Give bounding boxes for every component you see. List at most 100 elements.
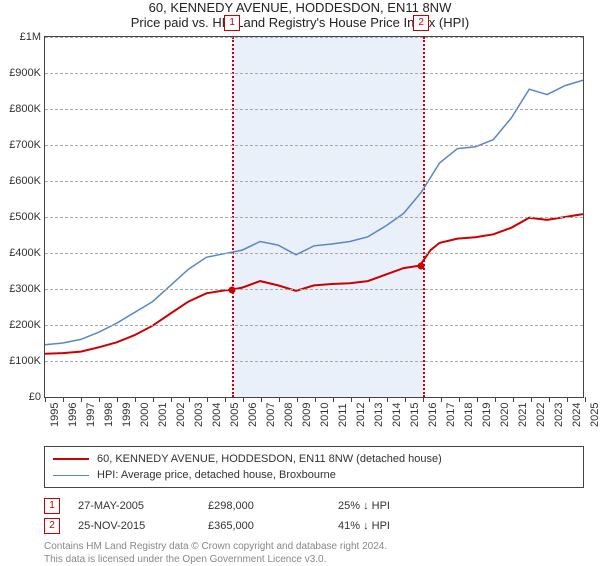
legend-label: HPI: Average price, detached house, Brox… xyxy=(97,469,336,481)
x-tick xyxy=(297,397,298,402)
sale-price: £298,000 xyxy=(208,500,338,512)
x-tick xyxy=(585,397,586,402)
x-tick xyxy=(45,397,46,402)
footnote: Contains HM Land Registry data © Crown c… xyxy=(44,540,600,566)
sale-marker-box: 1 xyxy=(224,15,240,31)
y-axis-label: £600K xyxy=(1,175,41,187)
footnote-line-1: Contains HM Land Registry data © Crown c… xyxy=(44,540,600,553)
y-axis-label: £200K xyxy=(1,319,41,331)
legend-box: 60, KENNEDY AVENUE, HODDESDON, EN11 8NW … xyxy=(44,446,584,488)
x-axis-label: 2011 xyxy=(337,403,349,427)
legend-row: 60, KENNEDY AVENUE, HODDESDON, EN11 8NW … xyxy=(53,451,575,467)
legend-swatch xyxy=(53,475,89,476)
x-axis-label: 2001 xyxy=(157,403,169,427)
x-tick xyxy=(189,397,190,402)
x-axis-label: 2018 xyxy=(463,403,475,427)
sale-row: 1 27-MAY-2005£298,00025% ↓ HPI xyxy=(44,496,600,516)
x-tick xyxy=(495,397,496,402)
x-axis-label: 2007 xyxy=(265,403,277,427)
x-axis-label: 2023 xyxy=(553,403,565,427)
x-tick xyxy=(99,397,100,402)
x-tick xyxy=(243,397,244,402)
title-line-1: 60, KENNEDY AVENUE, HODDESDON, EN11 8NW xyxy=(0,0,600,15)
x-tick xyxy=(171,397,172,402)
x-axis-label: 1997 xyxy=(85,403,97,427)
x-axis-label: 1998 xyxy=(103,403,115,427)
x-tick xyxy=(369,397,370,402)
sale-marker-dot xyxy=(229,286,236,293)
gridline-h xyxy=(45,181,583,182)
sale-date: 25-NOV-2015 xyxy=(78,520,208,532)
x-axis-label: 2020 xyxy=(499,403,511,427)
x-tick xyxy=(405,397,406,402)
y-axis-label: £400K xyxy=(1,247,41,259)
y-axis-label: £800K xyxy=(1,103,41,115)
sale-marker-box: 2 xyxy=(413,15,429,31)
x-axis-label: 2003 xyxy=(193,403,205,427)
title-line-2: Price paid vs. HM Land Registry's House … xyxy=(0,15,600,30)
x-tick xyxy=(423,397,424,402)
x-axis-label: 2013 xyxy=(373,403,385,427)
x-axis-label: 2005 xyxy=(229,403,241,427)
legend-swatch xyxy=(53,458,89,460)
y-axis-label: £700K xyxy=(1,139,41,151)
x-tick xyxy=(279,397,280,402)
x-axis-label: 2010 xyxy=(319,403,331,427)
x-tick xyxy=(81,397,82,402)
series-price_paid xyxy=(45,214,583,354)
sale-index-box: 1 xyxy=(44,498,60,514)
x-axis-label: 2006 xyxy=(247,403,259,427)
x-axis-label: 2025 xyxy=(589,403,600,427)
x-tick xyxy=(441,397,442,402)
gridline-h xyxy=(45,325,583,326)
x-tick xyxy=(513,397,514,402)
gridline-h xyxy=(45,145,583,146)
x-axis-label: 2024 xyxy=(571,403,583,427)
x-tick xyxy=(333,397,334,402)
x-axis-label: 1995 xyxy=(49,403,61,427)
x-axis-label: 2002 xyxy=(175,403,187,427)
x-tick xyxy=(567,397,568,402)
x-axis-label: 2015 xyxy=(409,403,421,427)
gridline-h xyxy=(45,109,583,110)
gridline-h xyxy=(45,289,583,290)
x-axis-label: 2019 xyxy=(481,403,493,427)
sale-row: 2 25-NOV-2015£365,00041% ↓ HPI xyxy=(44,516,600,536)
legend-row: HPI: Average price, detached house, Brox… xyxy=(53,467,575,483)
sale-price: £365,000 xyxy=(208,520,338,532)
x-axis-label: 1996 xyxy=(67,403,79,427)
x-tick xyxy=(351,397,352,402)
legend-label: 60, KENNEDY AVENUE, HODDESDON, EN11 8NW … xyxy=(97,453,442,465)
x-tick xyxy=(63,397,64,402)
sale-index-box: 2 xyxy=(44,518,60,534)
gridline-h xyxy=(45,37,583,38)
gridline-h xyxy=(45,253,583,254)
x-axis-label: 1999 xyxy=(121,403,133,427)
x-tick xyxy=(315,397,316,402)
y-axis-label: £100K xyxy=(1,355,41,367)
x-axis-label: 2022 xyxy=(535,403,547,427)
x-axis-label: 2009 xyxy=(301,403,313,427)
sale-delta: 25% ↓ HPI xyxy=(338,500,468,512)
sales-table: 1 27-MAY-2005£298,00025% ↓ HPI 2 25-NOV-201… xyxy=(44,496,600,536)
chart-wrap: £0£100K£200K£300K£400K£500K£600K£700K£80… xyxy=(44,36,584,398)
x-axis-label: 2021 xyxy=(517,403,529,427)
x-axis-label: 2016 xyxy=(427,403,439,427)
y-axis-label: £0 xyxy=(1,391,41,403)
x-axis-label: 2004 xyxy=(211,403,223,427)
x-tick xyxy=(117,397,118,402)
sale-date: 27-MAY-2005 xyxy=(78,500,208,512)
x-axis-label: 2008 xyxy=(283,403,295,427)
x-axis-label: 2000 xyxy=(139,403,151,427)
gridline-h xyxy=(45,361,583,362)
x-tick xyxy=(477,397,478,402)
sale-delta: 41% ↓ HPI xyxy=(338,520,468,532)
y-axis-label: £500K xyxy=(1,211,41,223)
gridline-h xyxy=(45,217,583,218)
gridline-h xyxy=(45,73,583,74)
x-tick xyxy=(153,397,154,402)
y-axis-label: £300K xyxy=(1,283,41,295)
x-tick xyxy=(531,397,532,402)
x-tick xyxy=(387,397,388,402)
x-tick xyxy=(207,397,208,402)
